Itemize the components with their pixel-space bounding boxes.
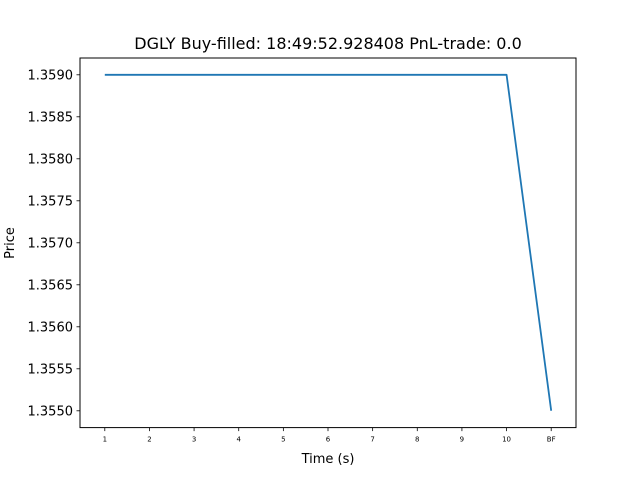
y-axis: 1.3550 1.3555 1.3560 1.3565 1.3570 1.3575 1.35… [28,68,80,419]
series-line [104,73,553,411]
x-axis-label: Time (s) [301,452,355,467]
y-tick-label: 1.3550 [28,404,74,419]
y-tick-label: 1.3580 [28,152,74,167]
x-tick-label: 9 [460,436,464,444]
x-tick-label: 3 [192,436,196,444]
y-tick-label: 1.3560 [28,320,74,335]
x-tick-label: 4 [236,436,241,444]
x-tick-label: 1 [103,436,107,444]
x-tick-label: 10 [502,436,511,444]
y-axis-label: Price [3,227,18,259]
chart-title: DGLY Buy-filled: 18:49:52.928408 PnL-tra… [134,34,522,53]
y-tick-label: 1.3575 [28,194,74,209]
x-axis: 1 2 3 4 5 6 7 8 9 10 BF [103,427,556,444]
x-tick-label: 6 [326,436,331,444]
x-tick-label: BF [547,436,556,444]
y-tick-label: 1.3590 [28,68,74,83]
y-tick-label: 1.3555 [28,362,74,377]
series-layer [104,73,553,411]
y-tick-label: 1.3570 [28,236,74,251]
x-tick-label: 5 [281,436,285,444]
x-tick-label: 2 [147,436,151,444]
y-tick-label: 1.3565 [28,278,74,293]
x-tick-label: 7 [370,436,374,444]
x-tick-label: 8 [415,436,419,444]
y-tick-label: 1.3585 [28,110,74,125]
